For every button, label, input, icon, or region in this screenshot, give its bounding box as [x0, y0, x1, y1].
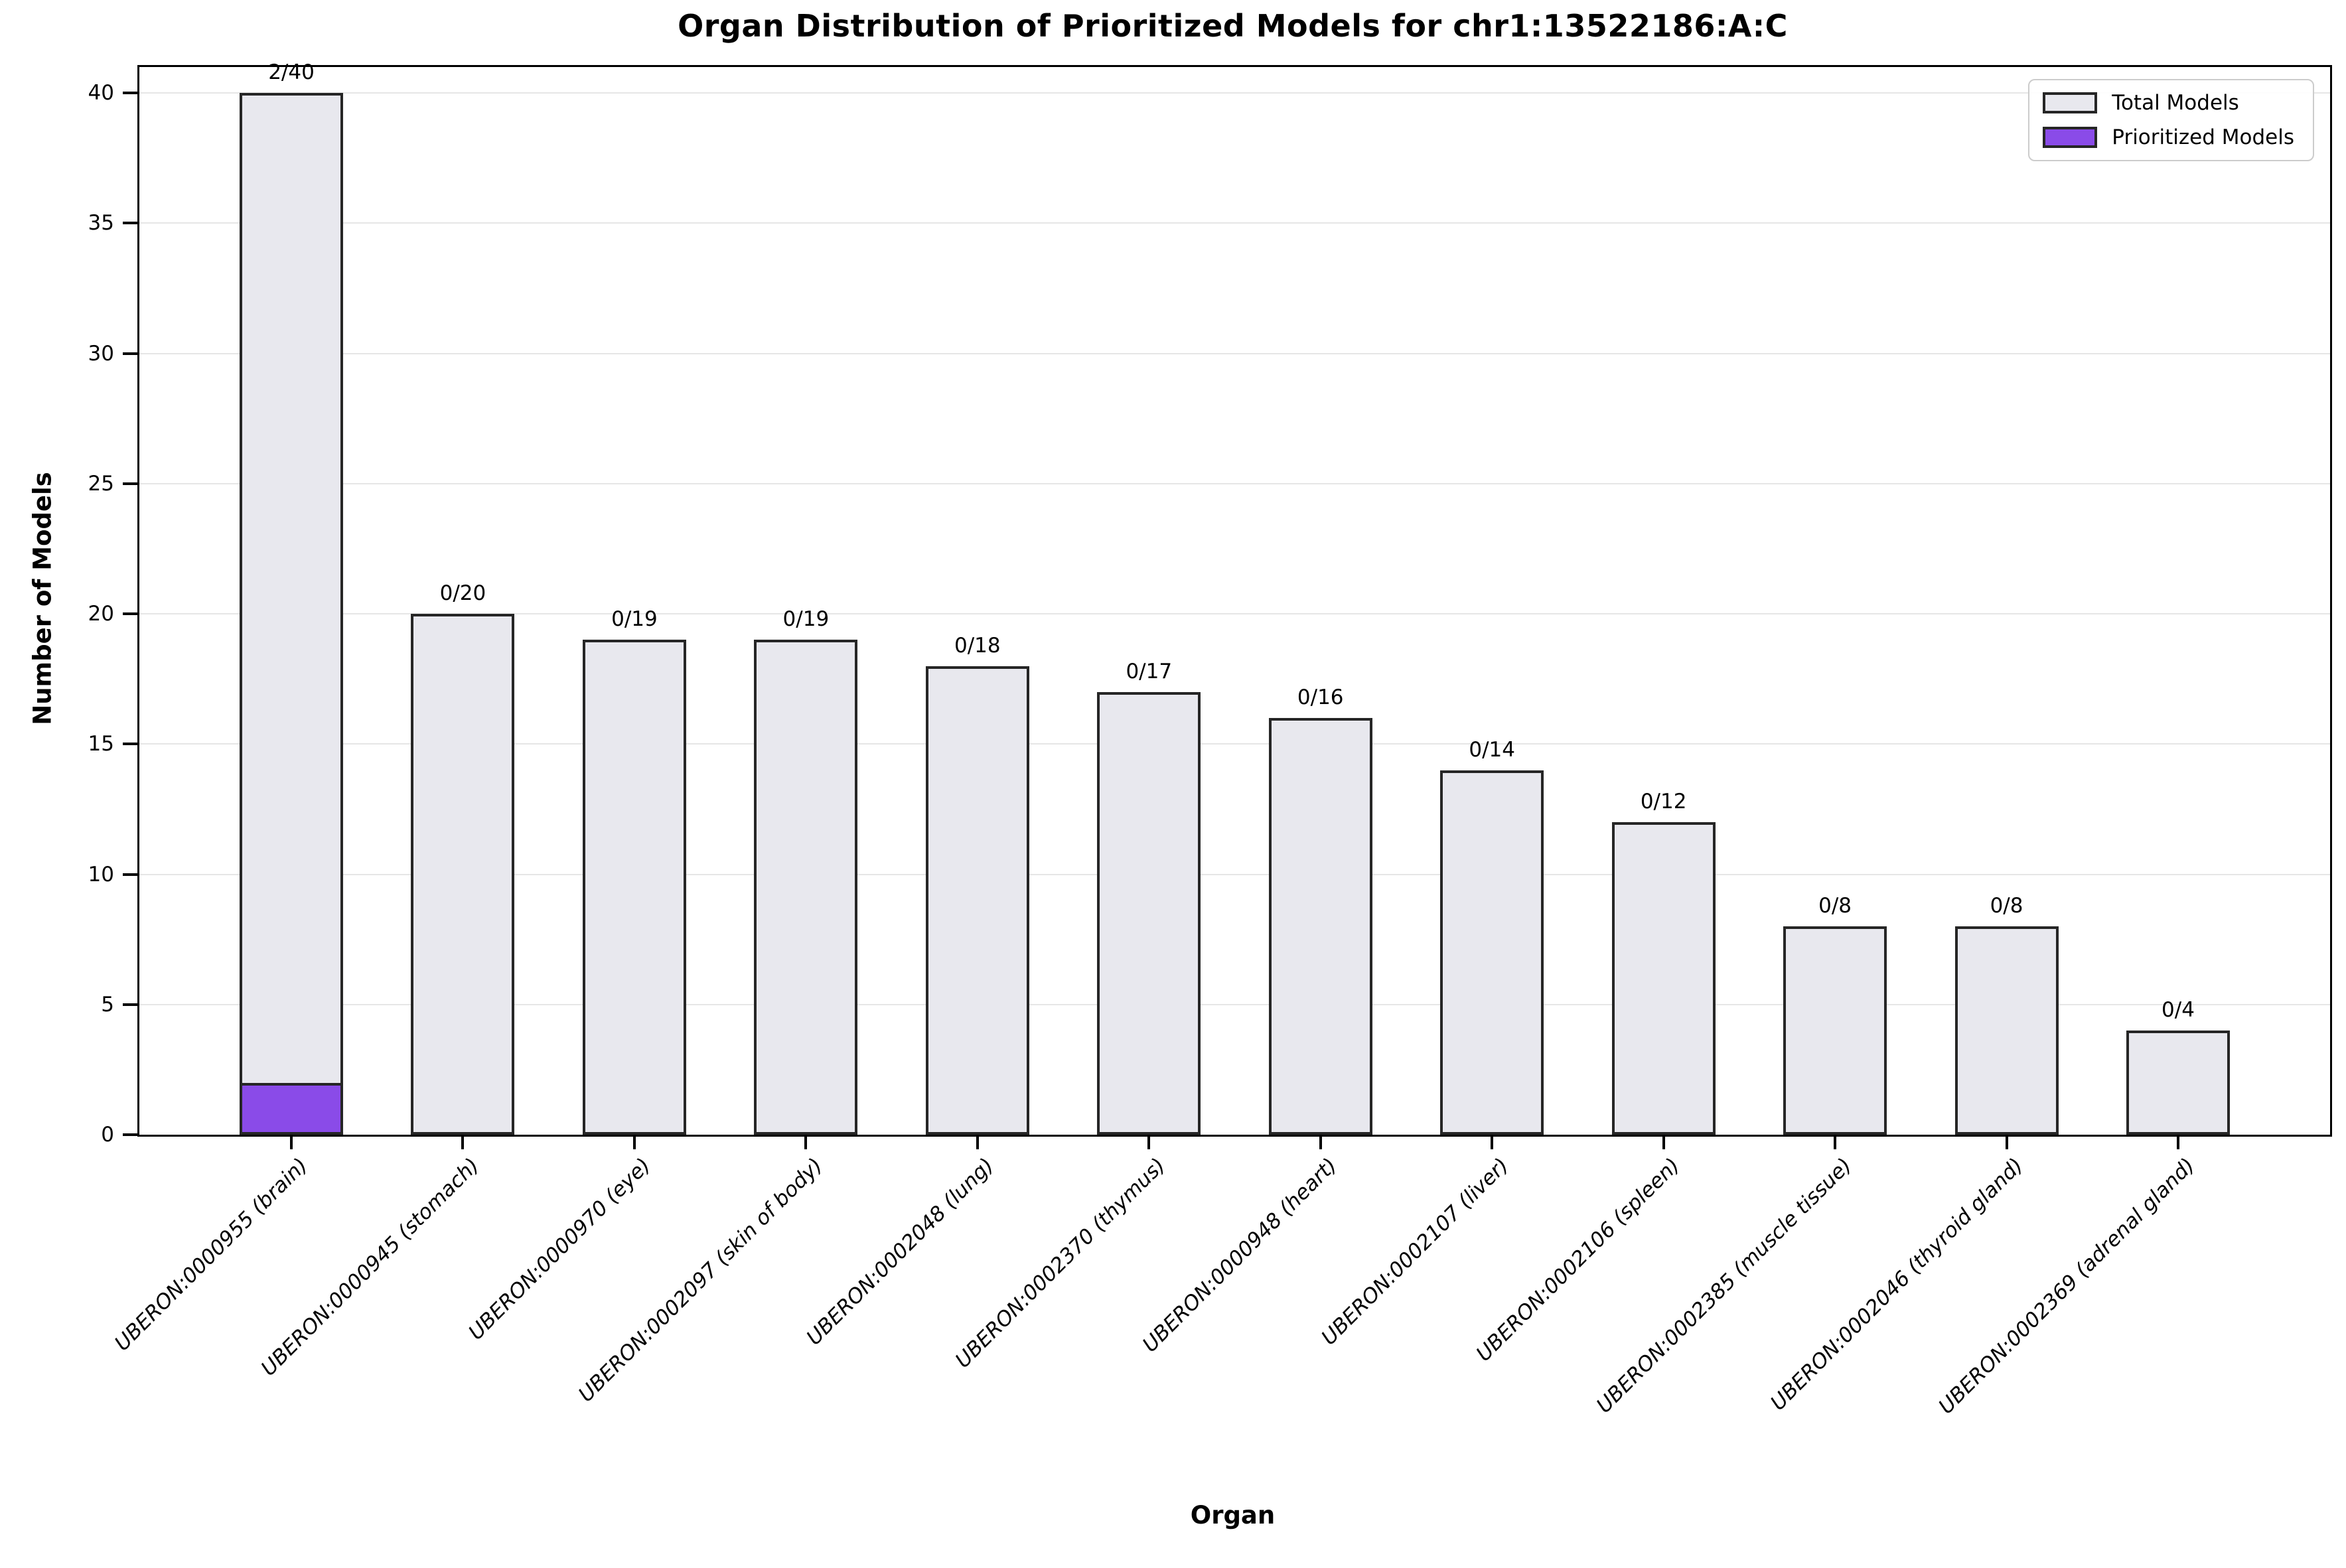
- x-tick-mark: [1834, 1135, 1837, 1149]
- bar-total: [1440, 770, 1544, 1135]
- legend-swatch-total-models: [2043, 92, 2098, 113]
- gridline: [139, 352, 2330, 354]
- bar-value-label: 0/14: [1469, 737, 1515, 762]
- x-tick-mark: [2177, 1135, 2179, 1149]
- legend: Total Models Prioritized Models: [2028, 79, 2314, 161]
- x-tick-mark: [2005, 1135, 2008, 1149]
- grid-layer: [139, 67, 2330, 1135]
- bar-prioritized: [240, 1082, 343, 1135]
- bar-total: [2126, 1031, 2230, 1135]
- x-tick-label: UBERON:0000948 (heart): [1137, 1153, 1342, 1358]
- y-tick-mark: [123, 1133, 137, 1136]
- legend-entry-prioritized: Prioritized Models: [2043, 125, 2294, 149]
- x-tick-mark: [461, 1135, 465, 1149]
- y-tick-mark: [123, 92, 137, 95]
- y-tick-label: 30: [88, 341, 114, 366]
- y-tick-label: 0: [101, 1123, 114, 1147]
- bar-total: [1097, 691, 1201, 1135]
- y-tick-label: 20: [88, 602, 114, 626]
- y-tick-mark: [123, 612, 137, 616]
- gridline: [139, 743, 2330, 745]
- gridline: [139, 222, 2330, 224]
- gridline: [139, 92, 2330, 94]
- plot-area: 2/40 0/20 0/19 0/19 0/18 0/17 0/16 0/14 0/12 0/8 0…: [88, 61, 2332, 1149]
- bar-value-label: 0/17: [1126, 659, 1173, 683]
- bar-total: [1783, 926, 1887, 1135]
- y-tick-mark: [123, 1003, 137, 1006]
- bar-value-label: 0/12: [1640, 790, 1687, 814]
- y-tick-mark: [123, 743, 137, 746]
- bar-total: [411, 614, 515, 1135]
- bar-total: [240, 93, 343, 1135]
- bars-layer: 2/40 0/20 0/19 0/19 0/18 0/17 0/16 0/14 0/12 0/8 0…: [139, 61, 2330, 1135]
- bar-value-label: 0/4: [2162, 998, 2195, 1023]
- bar-total: [582, 640, 686, 1135]
- x-tick-label: UBERON:0002106 (spleen): [1471, 1153, 1685, 1366]
- x-tick-label: UBERON:0000955 (brain): [110, 1153, 313, 1356]
- y-tick-mark: [123, 482, 137, 485]
- x-tick-mark: [1662, 1135, 1665, 1149]
- gridline: [139, 613, 2330, 615]
- y-tick-mark: [123, 873, 137, 876]
- x-tick-label: UBERON:0002107 (liver): [1316, 1153, 1513, 1350]
- bar-value-label: 0/19: [611, 607, 658, 632]
- y-tick-mark: [123, 222, 137, 225]
- x-tick-mark: [1491, 1135, 1494, 1149]
- gridline: [139, 873, 2330, 875]
- bar-value-label: 0/19: [782, 607, 830, 632]
- bar-value-label: 2/40: [268, 60, 315, 85]
- x-axis-label: Organ: [1190, 1501, 1276, 1530]
- bar-total: [754, 640, 858, 1135]
- bar-value-label: 0/8: [1990, 894, 2023, 918]
- bar-value-label: 0/18: [954, 633, 1001, 658]
- gridline: [139, 1003, 2330, 1005]
- y-tick-label: 10: [88, 862, 114, 887]
- chart-title: Organ Distribution of Prioritized Models…: [678, 8, 1788, 44]
- bar-total: [1954, 926, 2059, 1135]
- y-axis-label: Number of Models: [28, 472, 57, 725]
- x-tick-labels: UBERON:0000955 (brain) UBERON:0000945 (st…: [110, 1153, 2328, 1552]
- bar-total: [1268, 718, 1372, 1135]
- x-tick-mark: [632, 1135, 636, 1149]
- x-tick-label: UBERON:0002370 (thymus): [950, 1153, 1171, 1373]
- x-tick-mark: [804, 1135, 808, 1149]
- legend-swatch-prioritized-models: [2043, 127, 2098, 148]
- y-tick-label: 40: [88, 81, 114, 106]
- x-tick-label: UBERON:0002048 (lung): [802, 1153, 999, 1350]
- x-tick-label: UBERON:0000970 (eye): [464, 1153, 656, 1345]
- y-tick-label: 35: [88, 211, 114, 236]
- bar-value-label: 0/20: [439, 581, 486, 606]
- y-tick-label: 15: [88, 732, 114, 756]
- x-tick-mark: [976, 1135, 979, 1149]
- bar-total: [925, 666, 1029, 1135]
- legend-entry-total: Total Models: [2043, 91, 2294, 115]
- y-tick-label: 5: [101, 992, 114, 1017]
- y-tick-mark: [123, 352, 137, 355]
- legend-label-total-models: Total Models: [2112, 91, 2239, 115]
- x-tick-mark: [1147, 1135, 1151, 1149]
- y-tick-label: 25: [88, 471, 114, 496]
- gridline: [139, 482, 2330, 484]
- bar-total: [1611, 822, 1716, 1135]
- x-tick-mark: [1319, 1135, 1322, 1149]
- legend-label-prioritized-models: Prioritized Models: [2112, 125, 2294, 149]
- x-tick-mark: [290, 1135, 293, 1149]
- bar-value-label: 0/8: [1818, 894, 1852, 918]
- bar-value-label: 0/16: [1297, 685, 1344, 710]
